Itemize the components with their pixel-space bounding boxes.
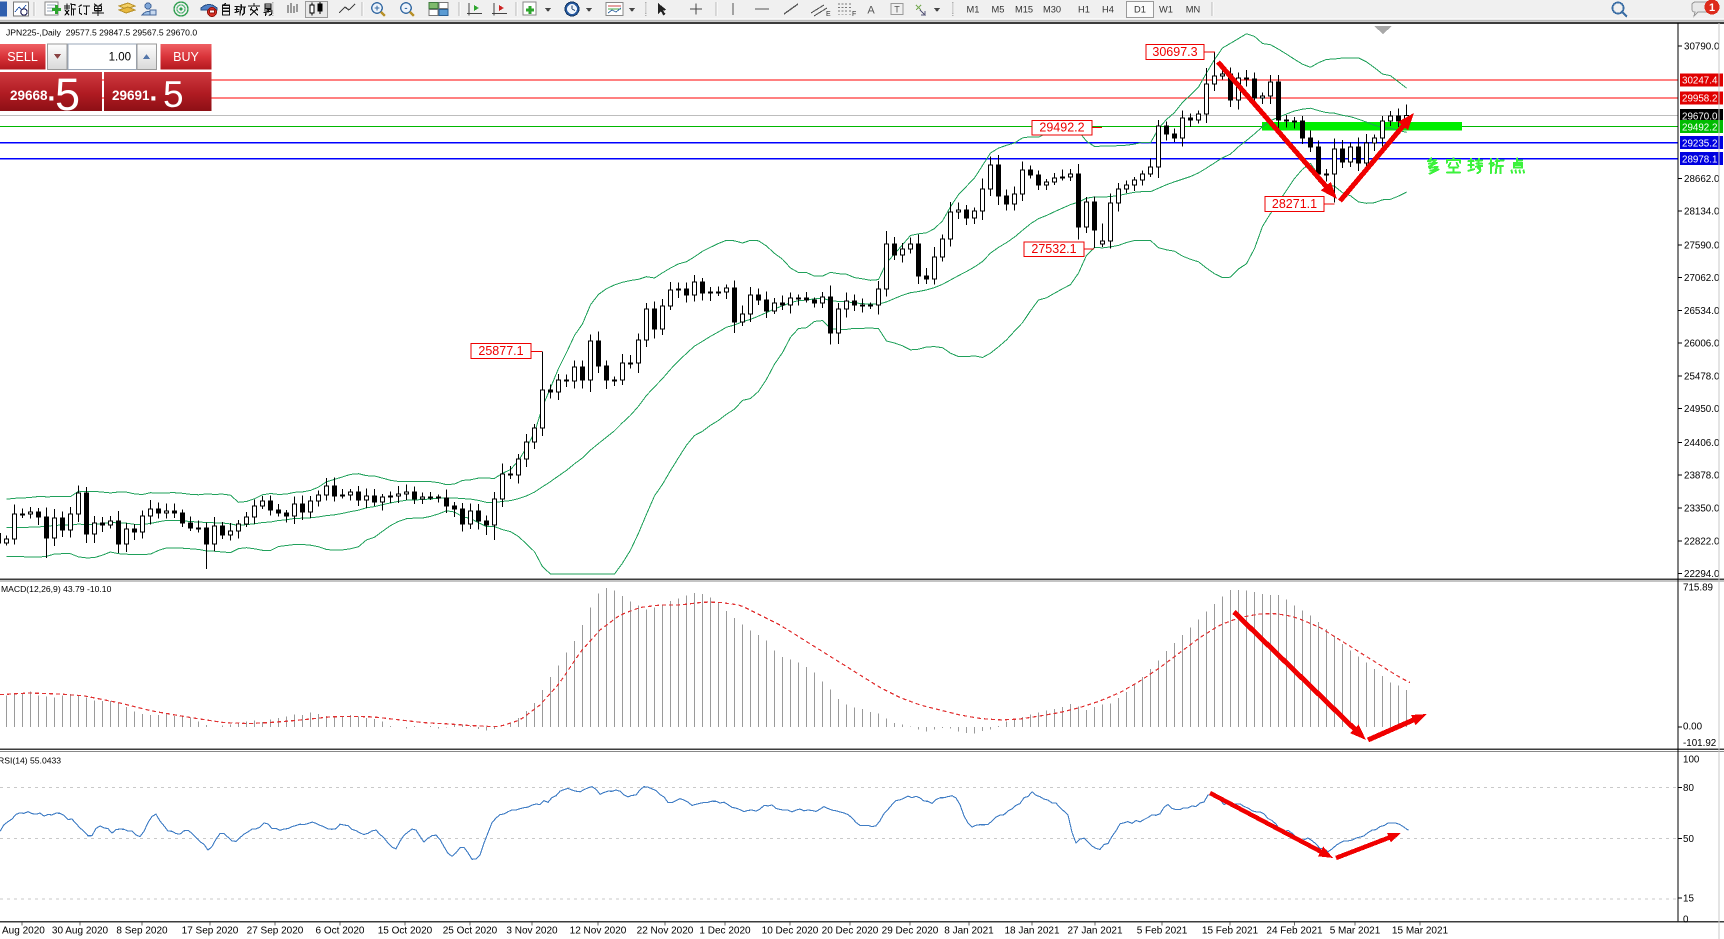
svg-text:5: 5 xyxy=(163,74,184,115)
svg-text:15 Oct 2020: 15 Oct 2020 xyxy=(378,926,433,937)
svg-text:E: E xyxy=(826,11,831,18)
svg-text:25877.1: 25877.1 xyxy=(478,344,523,358)
svg-text:24950.0: 24950.0 xyxy=(1684,404,1720,415)
svg-text:22294.0: 22294.0 xyxy=(1684,569,1720,580)
svg-text:27 Sep 2020: 27 Sep 2020 xyxy=(247,926,304,937)
svg-text:RSI(14) 55.0433: RSI(14) 55.0433 xyxy=(0,756,61,766)
svg-text:6 Oct 2020: 6 Oct 2020 xyxy=(316,926,365,937)
svg-text:23350.0: 23350.0 xyxy=(1684,504,1720,515)
svg-text:F: F xyxy=(852,11,856,18)
svg-text:50: 50 xyxy=(1683,834,1694,845)
svg-text:22822.0: 22822.0 xyxy=(1684,536,1720,547)
svg-text:SELL: SELL xyxy=(7,50,38,64)
svg-text:23878.0: 23878.0 xyxy=(1684,471,1720,482)
svg-text:18 Jan 2021: 18 Jan 2021 xyxy=(1004,926,1059,937)
svg-text:D1: D1 xyxy=(1134,5,1146,15)
svg-text:+: + xyxy=(374,3,380,14)
svg-text:H1: H1 xyxy=(1078,5,1090,15)
svg-text:1: 1 xyxy=(1709,2,1715,14)
svg-text:MACD(12,26,9) 43.79 -10.10: MACD(12,26,9) 43.79 -10.10 xyxy=(1,584,112,594)
svg-text:29691: 29691 xyxy=(112,88,150,103)
svg-text:.: . xyxy=(48,76,56,107)
svg-text:T: T xyxy=(894,5,900,15)
svg-text:27532.1: 27532.1 xyxy=(1031,242,1076,256)
svg-text:29 Dec 2020: 29 Dec 2020 xyxy=(882,926,939,937)
svg-text:BUY: BUY xyxy=(173,50,199,64)
svg-text:10 Dec 2020: 10 Dec 2020 xyxy=(762,926,819,937)
svg-text:M30: M30 xyxy=(1043,5,1061,15)
svg-text:M5: M5 xyxy=(992,5,1005,15)
svg-text:30 Aug 2020: 30 Aug 2020 xyxy=(52,926,109,937)
svg-text:1.00: 1.00 xyxy=(109,52,131,64)
svg-text:A: A xyxy=(867,5,875,17)
svg-text:17 Sep 2020: 17 Sep 2020 xyxy=(182,926,239,937)
svg-text:27 Jan 2021: 27 Jan 2021 xyxy=(1067,926,1122,937)
svg-text:Aug 2020: Aug 2020 xyxy=(2,926,45,937)
svg-text:M1: M1 xyxy=(967,5,980,15)
svg-text:W1: W1 xyxy=(1159,5,1173,15)
svg-text:30247.4: 30247.4 xyxy=(1682,76,1718,87)
svg-text:M15: M15 xyxy=(1015,5,1033,15)
svg-text:8 Jan 2021: 8 Jan 2021 xyxy=(944,926,994,937)
svg-text:26534.0: 26534.0 xyxy=(1684,306,1720,317)
svg-text:29668: 29668 xyxy=(10,88,48,103)
svg-text:25478.0: 25478.0 xyxy=(1684,371,1720,382)
svg-text:3 Nov 2020: 3 Nov 2020 xyxy=(506,926,558,937)
svg-text:28978.1: 28978.1 xyxy=(1682,154,1717,165)
svg-text:24406.0: 24406.0 xyxy=(1684,438,1720,449)
svg-text:JPN225-,Daily 29577.5 29847.5: JPN225-,Daily 29577.5 29847.5 29567.5 29… xyxy=(6,28,197,38)
svg-text:26006.0: 26006.0 xyxy=(1684,339,1720,350)
svg-text:29492.2: 29492.2 xyxy=(1682,123,1717,134)
svg-text:29670.0: 29670.0 xyxy=(1682,112,1718,123)
svg-text:5 Mar 2021: 5 Mar 2021 xyxy=(1330,926,1381,937)
svg-text:15 Mar 2021: 15 Mar 2021 xyxy=(1392,926,1449,937)
svg-text:1 Dec 2020: 1 Dec 2020 xyxy=(699,926,751,937)
svg-text:28134.0: 28134.0 xyxy=(1684,207,1720,218)
svg-text:12 Nov 2020: 12 Nov 2020 xyxy=(570,926,627,937)
svg-text:-: - xyxy=(404,3,407,14)
svg-text:.: . xyxy=(150,76,158,107)
svg-text:30790.0: 30790.0 xyxy=(1684,42,1720,53)
svg-text:100: 100 xyxy=(1683,755,1700,766)
svg-text:15: 15 xyxy=(1683,893,1694,904)
svg-text:20 Dec 2020: 20 Dec 2020 xyxy=(822,926,879,937)
svg-text:-101.92: -101.92 xyxy=(1683,738,1716,749)
svg-text:27062.0: 27062.0 xyxy=(1684,273,1720,284)
svg-text:28271.1: 28271.1 xyxy=(1272,197,1317,211)
svg-text:25 Oct 2020: 25 Oct 2020 xyxy=(443,926,498,937)
svg-text:30697.3: 30697.3 xyxy=(1152,45,1197,59)
svg-text:8 Sep 2020: 8 Sep 2020 xyxy=(116,926,168,937)
svg-text:15 Feb 2021: 15 Feb 2021 xyxy=(1202,926,1259,937)
svg-text:80: 80 xyxy=(1683,783,1694,794)
svg-text:5: 5 xyxy=(55,69,80,120)
svg-text:24 Feb 2021: 24 Feb 2021 xyxy=(1266,926,1323,937)
svg-text:29235.2: 29235.2 xyxy=(1682,139,1717,150)
svg-text:29958.2: 29958.2 xyxy=(1682,94,1717,105)
svg-text:MN: MN xyxy=(1186,5,1200,15)
svg-text:0.00: 0.00 xyxy=(1683,721,1703,732)
svg-text:H4: H4 xyxy=(1102,5,1114,15)
svg-text:27590.0: 27590.0 xyxy=(1684,240,1720,251)
svg-text:5 Feb 2021: 5 Feb 2021 xyxy=(1137,926,1188,937)
svg-text:0: 0 xyxy=(1683,915,1689,926)
svg-text:28662.0: 28662.0 xyxy=(1684,174,1720,185)
svg-text:29492.2: 29492.2 xyxy=(1039,121,1084,135)
svg-text:715.89: 715.89 xyxy=(1683,583,1713,594)
svg-text:22 Nov 2020: 22 Nov 2020 xyxy=(637,926,694,937)
